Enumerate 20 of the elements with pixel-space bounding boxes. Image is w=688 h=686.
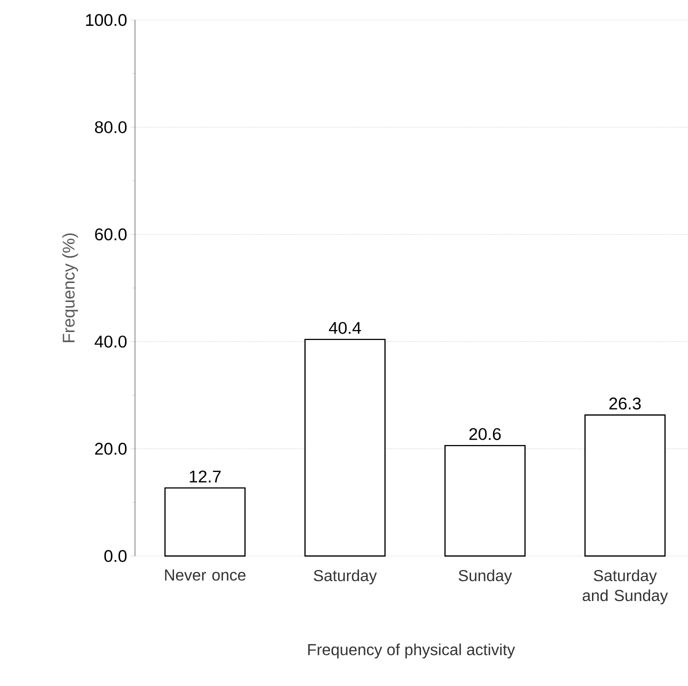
x-tick-label: Saturday and Sunday [582, 570, 668, 604]
x-axis-title: Frequency of physical activity [308, 644, 516, 658]
data-label: 12.7 [190, 470, 221, 482]
data-label: 20.6 [469, 428, 501, 440]
bar [304, 338, 386, 557]
bar [164, 487, 246, 557]
x-tick-label: Saturday [314, 570, 377, 584]
data-label: 40.4 [328, 322, 361, 334]
bar [444, 444, 526, 557]
x-tick-label: Never once [165, 570, 246, 581]
x-tick-label: Sunday [458, 570, 512, 584]
y-axis-title: Frequency (%) [62, 234, 78, 342]
bar [584, 414, 666, 557]
y-tick-label: 20.0 [95, 442, 127, 455]
data-label: 26.3 [609, 398, 641, 410]
y-tick-label: 0.0 [104, 550, 127, 562]
y-tick-label: 100.0 [86, 14, 127, 26]
y-tick-label: 40.0 [94, 336, 127, 348]
y-tick-label: 80.0 [95, 121, 127, 134]
y-tick-label: 60.0 [95, 228, 127, 240]
